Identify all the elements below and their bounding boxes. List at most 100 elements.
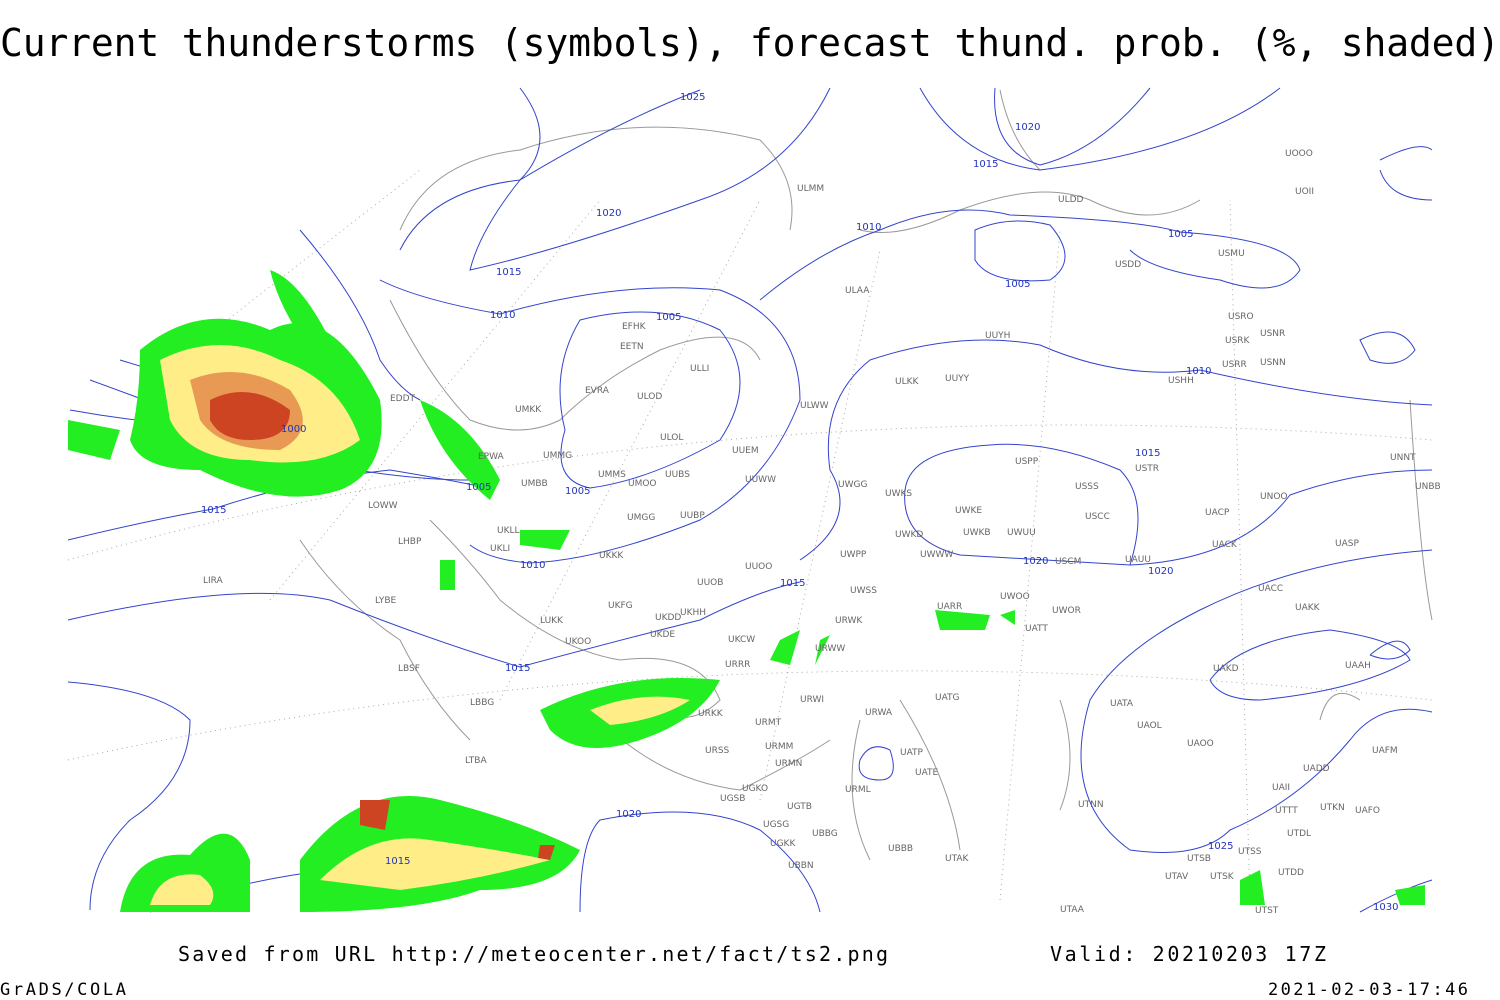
station-label: ULOL [660,433,683,443]
station-label: UWKE [955,506,982,516]
station-label: UOOO [1285,149,1313,159]
station-label: EFHK [622,322,647,332]
station-label: UMMS [598,470,626,480]
station-label: ULLI [690,364,709,374]
station-label: UATP [900,748,924,758]
station-label: URRR [725,660,750,670]
station-label: UACK [1212,540,1238,550]
station-label: LBSF [398,664,420,674]
valid-time: Valid: 20210203 17Z [1050,942,1326,966]
station-label: UTSS [1238,847,1262,857]
station-label: ULOD [637,392,662,402]
station-label: USPP [1015,457,1039,467]
station-label: LIRA [203,576,224,586]
isobar-label: 1010 [1186,366,1211,377]
station-label: UUWW [745,475,776,485]
station-label: LBBG [470,698,494,708]
station-label: UWOO [1000,592,1030,602]
station-label: UOII [1295,187,1314,197]
station-label: ULKK [895,377,920,387]
station-label: UATT [1025,624,1048,634]
station-label: ULDD [1058,195,1084,205]
station-label: UNNT [1390,453,1416,463]
station-label: UBBG [812,829,838,839]
station-label: UTNN [1078,800,1104,810]
station-label: UUEM [732,446,759,456]
isobar-label: 1000 [281,424,306,435]
isobar-label: 1020 [1015,122,1040,133]
station-label: UMBB [521,479,548,489]
station-label: USRK [1225,336,1251,346]
title: Current thunderstorms (symbols), forecas… [0,21,1500,65]
source-url: Saved from URL http://meteocenter.net/fa… [178,942,888,966]
station-label: UKHH [680,608,706,618]
station-label: UKFG [608,601,633,611]
station-label: URML [845,785,871,795]
station-label: LTBA [465,756,487,766]
station-label: ULMM [797,184,824,194]
station-label: UKCW [728,635,755,645]
station-label: UTAK [945,854,970,864]
station-label: URWK [835,616,863,626]
station-label: URSS [705,746,730,756]
isobar-label: 1020 [616,809,641,820]
station-label: UUBP [680,511,705,521]
station-label: USRR [1222,360,1247,370]
station-label: URMM [765,742,793,752]
station-label: UAOL [1137,721,1162,731]
station-label: UTSK [1210,872,1235,882]
station-label: UUYH [985,331,1010,341]
station-label: USRO [1228,312,1254,322]
station-label: LUKK [540,616,564,626]
station-label: UGKO [742,784,768,794]
station-label: UNBB [1415,482,1441,492]
isobar-label: 1025 [680,92,705,103]
station-label: UKKK [599,551,624,561]
station-label: UMMG [543,451,572,461]
station-label: UTKN [1320,803,1345,813]
station-label: UUOO [745,562,772,572]
station-label: UAKK [1295,603,1321,613]
station-label: UTAA [1060,905,1085,915]
timestamp: 2021-02-03-17:46 [1268,980,1468,1000]
station-label: UATE [915,768,939,778]
station-label: UTDD [1278,868,1304,878]
station-label: EVRA [585,386,610,396]
map-labels: 1025 1020 1015 1020 1010 1005 1015 1005 1010 1005… [201,92,1441,916]
station-label: USTR [1135,464,1159,474]
station-label: UGSB [720,794,745,804]
station-label: UACC [1258,584,1283,594]
station-label: LOWW [368,501,398,511]
isobar-label: 1005 [656,312,681,323]
station-label: UTAV [1165,872,1189,882]
station-label: UMOO [628,479,657,489]
isobar-label: 1020 [1148,566,1173,577]
station-label: UWUU [1007,528,1036,538]
station-label: UAOO [1187,739,1214,749]
station-label: URWI [800,695,824,705]
station-label: UADD [1303,764,1330,774]
isobar-label: 1015 [385,856,410,867]
isobar-label: 1015 [973,159,998,170]
isobar-label: 1005 [466,482,491,493]
station-label: USHH [1168,376,1194,386]
station-label: USSS [1075,482,1099,492]
station-label: UUBS [665,470,690,480]
station-label: UKDD [655,613,681,623]
isobar-label: 1015 [1135,448,1160,459]
isobar-label: 1005 [565,486,590,497]
station-label: UUOB [697,578,723,588]
station-label: UKLL [497,526,520,536]
isobar-label: 1025 [1208,841,1233,852]
isobar-label: 1020 [1023,556,1048,567]
station-label: ULAA [845,286,870,296]
station-label: UKOO [565,637,591,647]
isobar-label: 1005 [1168,229,1193,240]
isobar-label: 1015 [505,663,530,674]
station-label: URMN [775,759,802,769]
station-label: UTSB [1187,854,1211,864]
station-label: USDD [1115,260,1141,270]
isobar-label: 1010 [490,310,515,321]
station-label: UAFO [1355,806,1380,816]
